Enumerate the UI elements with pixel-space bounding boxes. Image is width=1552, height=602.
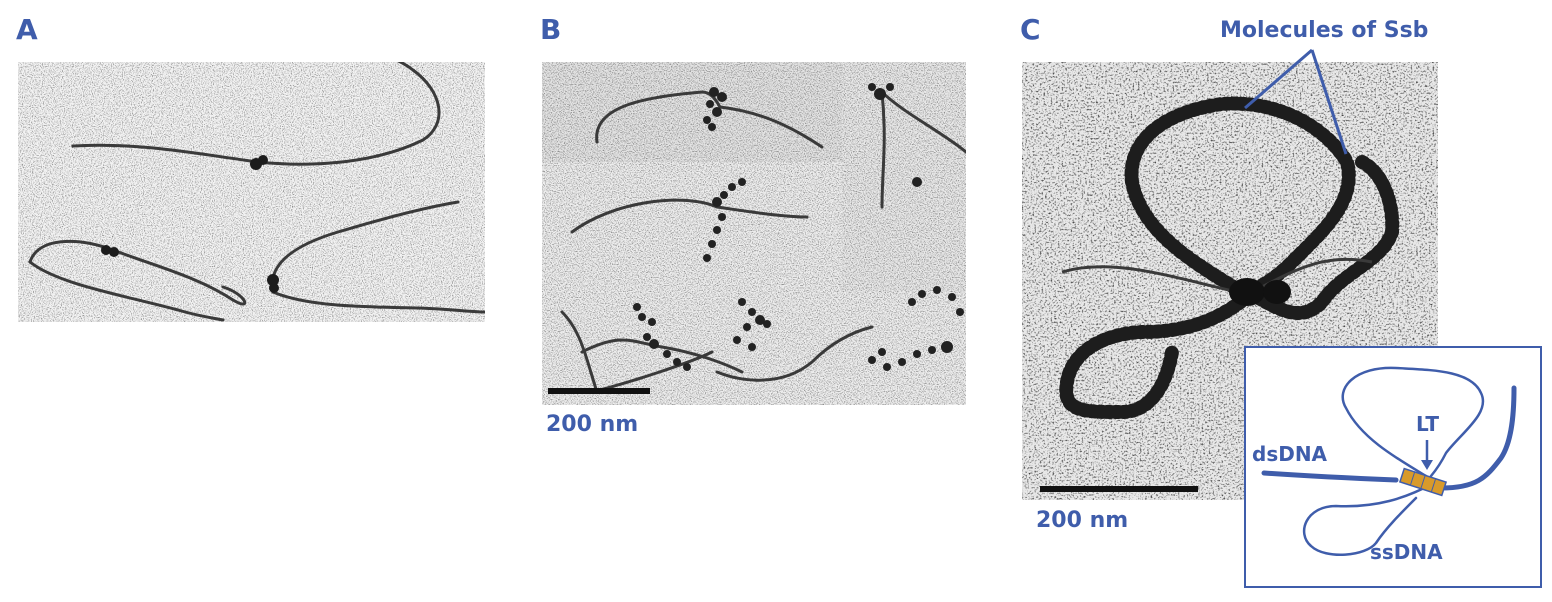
panel-c-label: C (1020, 13, 1041, 46)
dsdna-label: dsDNA (1252, 442, 1328, 466)
panel-b-scale-label: 200 nm (546, 412, 639, 437)
large-t-antigen-helicase (1398, 467, 1448, 497)
lt-arrow-head (1421, 460, 1433, 470)
panel-a-micrograph (18, 62, 485, 322)
panel-b-label: B (540, 13, 562, 46)
panel-a-label: A (16, 13, 38, 46)
ssdna-label: ssDNA (1370, 540, 1443, 564)
panel-b-micrograph (542, 62, 966, 405)
panel-c-scale-label: 200 nm (1036, 508, 1129, 533)
panel-c-scale-bar (1040, 486, 1198, 492)
panel-b-scale-bar (548, 388, 650, 394)
replication-schematic-inset: LT dsDNA ssDNA (1244, 346, 1542, 588)
lt-label: LT (1416, 412, 1440, 436)
ssb-callout-label: Molecules of Ssb (1220, 18, 1429, 43)
